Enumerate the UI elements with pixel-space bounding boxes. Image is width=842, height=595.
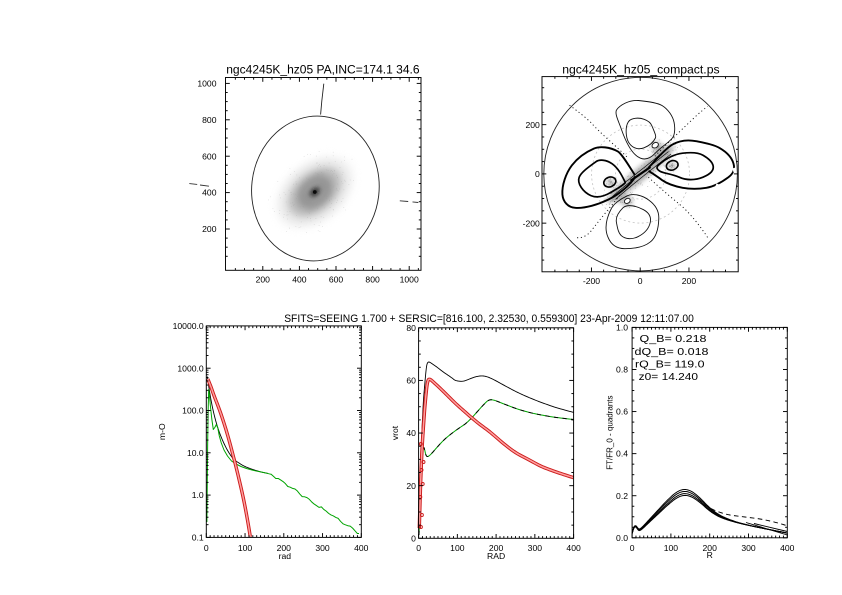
svg-text:0.4: 0.4 bbox=[616, 449, 628, 459]
svg-text:1.0: 1.0 bbox=[192, 490, 204, 500]
svg-text:0: 0 bbox=[411, 533, 416, 543]
svg-text:800: 800 bbox=[365, 275, 380, 285]
svg-text:m-O: m-O bbox=[157, 423, 167, 440]
svg-text:vrot: vrot bbox=[390, 425, 400, 440]
svg-text:0.1: 0.1 bbox=[192, 533, 204, 543]
svg-text:0: 0 bbox=[535, 169, 540, 179]
svg-text:Q_B= 0.218: Q_B= 0.218 bbox=[640, 334, 708, 345]
svg-text:R: R bbox=[707, 550, 713, 560]
svg-text:ngc4245K_hz05_compact.ps: ngc4245K_hz05_compact.ps bbox=[562, 63, 719, 77]
svg-text:10000.0: 10000.0 bbox=[173, 321, 204, 331]
svg-text:FT/FR_0 - quadrants: FT/FR_0 - quadrants bbox=[606, 395, 615, 469]
svg-text:200: 200 bbox=[682, 276, 697, 286]
svg-text:0.6: 0.6 bbox=[616, 407, 628, 417]
svg-text:200: 200 bbox=[277, 543, 292, 553]
svg-text:400: 400 bbox=[780, 543, 795, 553]
svg-text:RAD: RAD bbox=[487, 551, 505, 561]
svg-text:800: 800 bbox=[202, 115, 217, 125]
svg-text:600: 600 bbox=[202, 151, 217, 161]
svg-text:-200: -200 bbox=[583, 276, 600, 286]
svg-text:40: 40 bbox=[406, 428, 416, 438]
svg-text:300: 300 bbox=[528, 543, 543, 553]
svg-text:rQ_B= 119.0: rQ_B= 119.0 bbox=[635, 359, 705, 370]
svg-text:400: 400 bbox=[292, 275, 307, 285]
svg-text:0.8: 0.8 bbox=[616, 365, 628, 375]
svg-text:1000.0: 1000.0 bbox=[177, 363, 204, 373]
svg-text:200: 200 bbox=[489, 543, 504, 553]
svg-text:600: 600 bbox=[329, 275, 344, 285]
svg-text:400: 400 bbox=[566, 543, 581, 553]
svg-text:0.2: 0.2 bbox=[616, 491, 628, 501]
svg-text:0.0: 0.0 bbox=[616, 533, 628, 543]
svg-text:100: 100 bbox=[664, 543, 679, 553]
svg-text:100: 100 bbox=[450, 543, 465, 553]
svg-text:dQ_B= 0.018: dQ_B= 0.018 bbox=[635, 347, 710, 358]
svg-text:1.0: 1.0 bbox=[616, 323, 628, 333]
svg-text:0: 0 bbox=[416, 543, 421, 553]
svg-text:1000: 1000 bbox=[400, 275, 419, 285]
svg-text:ngc4245K_hz05 PA,INC=174.1 34.: ngc4245K_hz05 PA,INC=174.1 34.6 bbox=[226, 63, 420, 77]
svg-text:200: 200 bbox=[202, 224, 217, 234]
svg-text:20: 20 bbox=[406, 481, 416, 491]
svg-text:400: 400 bbox=[202, 188, 217, 198]
svg-text:0: 0 bbox=[630, 543, 635, 553]
svg-text:-200: -200 bbox=[523, 218, 540, 228]
svg-text:rad: rad bbox=[279, 551, 292, 561]
svg-text:100.0: 100.0 bbox=[182, 406, 204, 416]
svg-text:300: 300 bbox=[741, 543, 756, 553]
svg-text:400: 400 bbox=[354, 543, 369, 553]
svg-text:200: 200 bbox=[525, 120, 540, 130]
svg-text:80: 80 bbox=[406, 323, 416, 333]
svg-text:1000: 1000 bbox=[197, 79, 216, 89]
svg-text:200: 200 bbox=[703, 543, 718, 553]
svg-text:0: 0 bbox=[204, 543, 209, 553]
svg-text:0: 0 bbox=[638, 276, 643, 286]
svg-text:SFITS=SEEING 1.700 + SERSIC=[8: SFITS=SEEING 1.700 + SERSIC=[816.100, 2.… bbox=[284, 313, 694, 325]
svg-text:10.0: 10.0 bbox=[187, 448, 204, 458]
svg-text:60: 60 bbox=[406, 376, 416, 386]
svg-text:z0= 14.240: z0= 14.240 bbox=[639, 372, 699, 383]
svg-text:100: 100 bbox=[238, 543, 253, 553]
svg-text:300: 300 bbox=[315, 543, 330, 553]
svg-text:200: 200 bbox=[256, 275, 271, 285]
